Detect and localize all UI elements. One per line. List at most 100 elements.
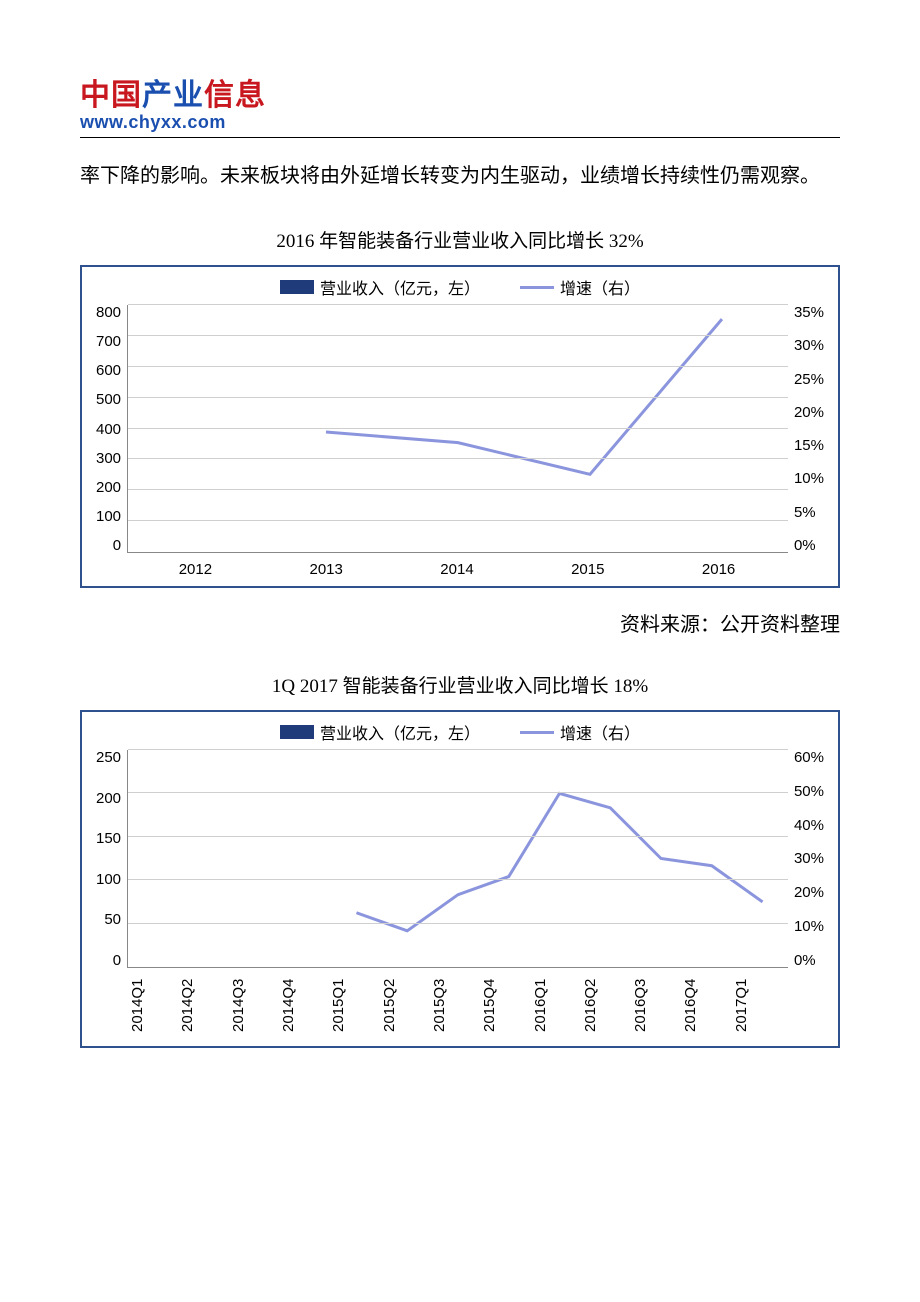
chart1-legend-bar: 营业收入（亿元，左） [280, 275, 480, 299]
chart1-legend-line: 增速（右） [520, 275, 640, 299]
chart1-bars [128, 305, 788, 552]
y-right-tick: 40% [794, 818, 824, 833]
x-tick: 2014Q4 [281, 976, 331, 1038]
x-tick: 2016Q2 [583, 976, 633, 1038]
y-right-tick: 30% [794, 851, 824, 866]
y-right-tick: 10% [794, 471, 824, 486]
bar-swatch-icon [280, 725, 314, 739]
y-left-tick: 0 [96, 538, 121, 553]
y-right-tick: 30% [794, 338, 824, 353]
logo-text: 中国产业信息 [80, 70, 840, 114]
x-tick: 2014Q3 [231, 976, 281, 1038]
y-right-tick: 35% [794, 305, 824, 320]
y-left-tick: 150 [96, 831, 121, 846]
chart1-y-axis-right: 35% 30% 25% 20% 15% 10% 5% 0% [788, 305, 824, 553]
x-tick: 2017Q1 [734, 976, 784, 1038]
bar-swatch-icon [280, 280, 314, 294]
y-left-tick: 200 [96, 791, 121, 806]
chart1-source: 资料来源：公开资料整理 [80, 608, 840, 637]
chart2-legend: 营业收入（亿元，左） 增速（右） [96, 720, 824, 744]
chart2-legend-bar: 营业收入（亿元，左） [280, 720, 480, 744]
x-tick: 2014Q1 [130, 976, 180, 1038]
chart2-plot: 250 200 150 100 50 0 60% 50% 40% 30% 20% 10% 0% [96, 750, 824, 968]
y-right-tick: 5% [794, 505, 824, 520]
x-tick: 2016Q4 [683, 976, 733, 1038]
chart2-bars [128, 750, 788, 967]
y-left-tick: 800 [96, 305, 121, 320]
chart2-y-axis-right: 60% 50% 40% 30% 20% 10% 0% [788, 750, 824, 968]
y-left-tick: 200 [96, 480, 121, 495]
chart1-y-axis-left: 800 700 600 500 400 300 200 100 0 [96, 305, 127, 553]
y-left-tick: 0 [96, 953, 121, 968]
grid-line [128, 749, 788, 750]
grid-line [128, 923, 788, 924]
logo-part-2: 产业 [142, 79, 204, 112]
grid-line [128, 836, 788, 837]
x-tick: 2016Q3 [633, 976, 683, 1038]
y-left-tick: 400 [96, 422, 121, 437]
chart1-container: 营业收入（亿元，左） 增速（右） 800 700 600 500 400 300 200 10… [80, 265, 840, 588]
chart1-x-axis: 20122013201420152016 [130, 553, 784, 578]
chart2-legend-line: 增速（右） [520, 720, 640, 744]
chart2-legend-line-label: 增速（右） [560, 720, 640, 744]
grid-line [128, 489, 788, 490]
chart2-container: 营业收入（亿元，左） 增速（右） 250 200 150 100 50 0 60% 50% 4… [80, 710, 840, 1048]
body-paragraph: 率下降的影响。未来板块将由外延增长转变为内生驱动，业绩增长持续性仍需观察。 [80, 152, 840, 200]
y-right-tick: 25% [794, 372, 824, 387]
chart1-title: 2016 年智能装备行业营业收入同比增长 32% [80, 226, 840, 253]
x-tick: 2012 [130, 561, 261, 578]
y-left-tick: 250 [96, 750, 121, 765]
chart1-plot: 800 700 600 500 400 300 200 100 0 35% 30% 25% 20% 15… [96, 305, 824, 553]
x-tick: 2014 [392, 561, 523, 578]
y-left-tick: 100 [96, 509, 121, 524]
y-right-tick: 10% [794, 919, 824, 934]
grid-line [128, 879, 788, 880]
chart1-legend-line-label: 增速（右） [560, 275, 640, 299]
y-right-tick: 60% [794, 750, 824, 765]
y-right-tick: 0% [794, 538, 824, 553]
y-right-tick: 0% [794, 953, 824, 968]
grid-line [128, 428, 788, 429]
chart2-legend-bar-label: 营业收入（亿元，左） [320, 720, 480, 744]
header-divider [80, 137, 840, 138]
y-left-tick: 500 [96, 392, 121, 407]
logo-url: www.chyxx.com [80, 112, 840, 133]
x-tick: 2015Q2 [382, 976, 432, 1038]
chart2-x-axis: 2014Q12014Q22014Q32014Q42015Q12015Q22015… [130, 968, 784, 1038]
x-tick: 2015Q1 [331, 976, 381, 1038]
x-tick: 2015Q3 [432, 976, 482, 1038]
x-tick: 2016 [653, 561, 784, 578]
grid-line [128, 366, 788, 367]
y-right-tick: 50% [794, 784, 824, 799]
chart2-y-axis-left: 250 200 150 100 50 0 [96, 750, 127, 968]
x-tick: 2013 [261, 561, 392, 578]
y-right-tick: 20% [794, 885, 824, 900]
y-left-tick: 600 [96, 363, 121, 378]
line-swatch-icon [520, 731, 554, 734]
grid-line [128, 792, 788, 793]
y-right-tick: 15% [794, 438, 824, 453]
grid-line [128, 458, 788, 459]
chart1-legend-bar-label: 营业收入（亿元，左） [320, 275, 480, 299]
x-tick: 2014Q2 [180, 976, 230, 1038]
x-tick: 2015Q4 [482, 976, 532, 1038]
chart2-plot-area [127, 750, 788, 968]
grid-line [128, 397, 788, 398]
grid-line [128, 304, 788, 305]
y-left-tick: 300 [96, 451, 121, 466]
chart1-legend: 营业收入（亿元，左） 增速（右） [96, 275, 824, 299]
grid-line [128, 520, 788, 521]
logo-part-1: 中国 [80, 79, 142, 112]
x-tick: 2015 [522, 561, 653, 578]
y-right-tick: 20% [794, 405, 824, 420]
y-left-tick: 50 [96, 912, 121, 927]
site-logo: 中国产业信息 www.chyxx.com [80, 70, 840, 133]
logo-part-3: 信息 [204, 79, 266, 112]
line-swatch-icon [520, 286, 554, 289]
y-left-tick: 700 [96, 334, 121, 349]
chart2-title: 1Q 2017 智能装备行业营业收入同比增长 18% [80, 671, 840, 698]
grid-line [128, 335, 788, 336]
y-left-tick: 100 [96, 872, 121, 887]
chart1-plot-area [127, 305, 788, 553]
x-tick: 2016Q1 [533, 976, 583, 1038]
